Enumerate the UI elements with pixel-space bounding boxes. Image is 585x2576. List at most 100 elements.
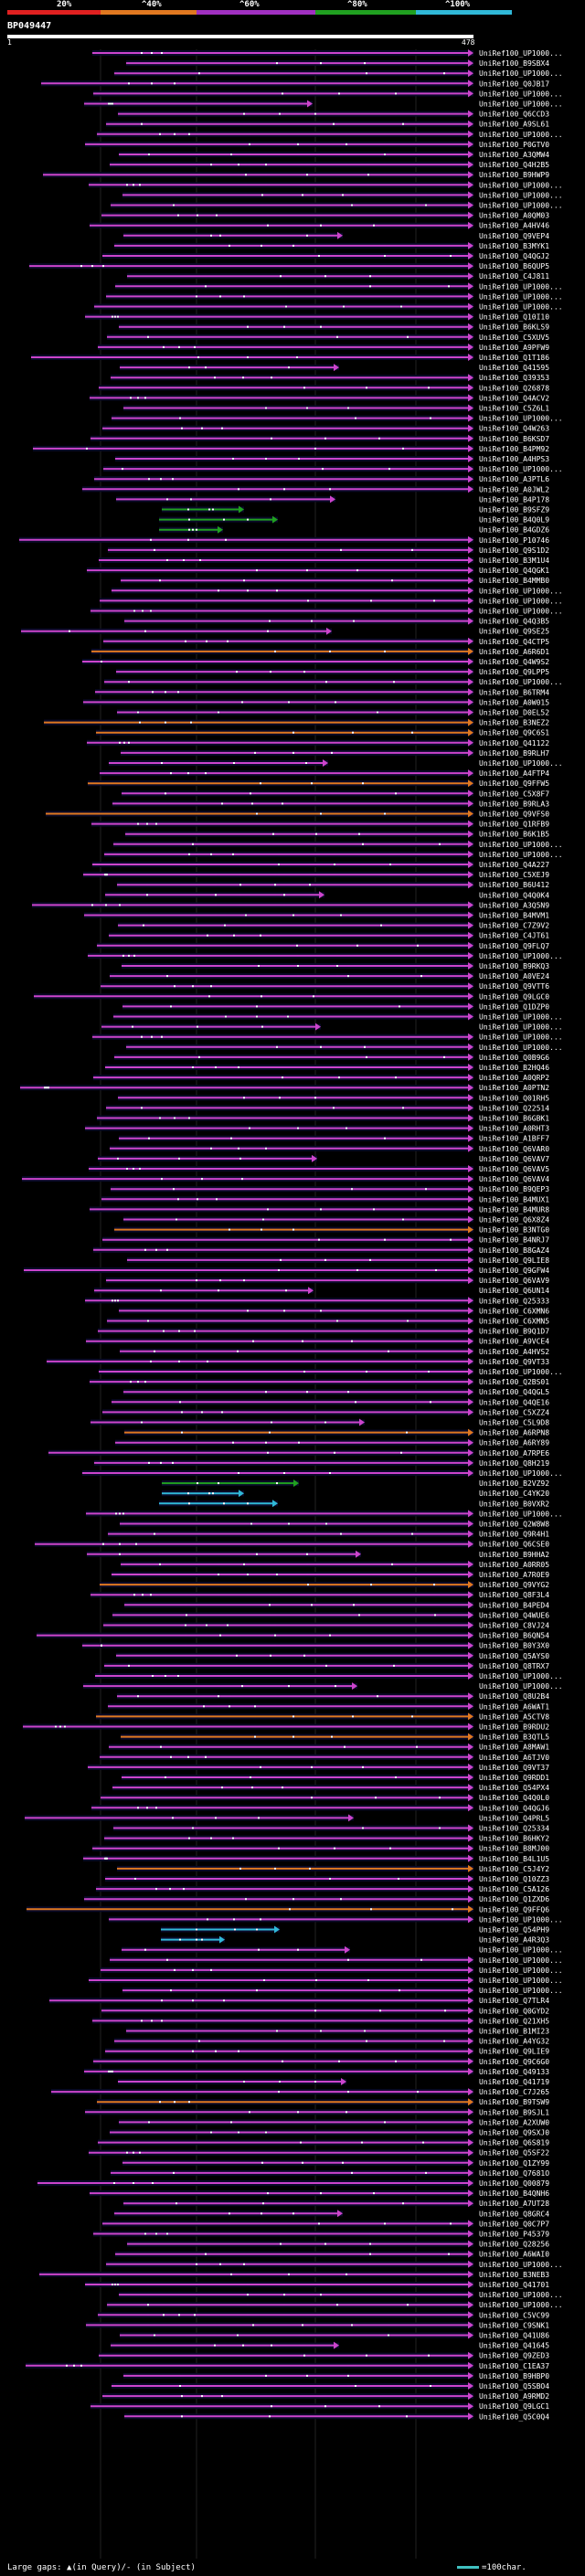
gap-mark xyxy=(342,2161,344,2164)
gap-mark xyxy=(256,1928,258,1931)
gap-mark xyxy=(243,295,245,298)
gap-mark xyxy=(261,995,262,998)
gap-mark xyxy=(223,1999,225,2002)
hit-label: UniRef100_UP1000... xyxy=(479,1023,563,1032)
hit-arrow xyxy=(468,252,473,260)
legend-segment xyxy=(416,10,512,15)
hit-arrow xyxy=(468,1246,473,1254)
hit-label: UniRef100_C5A126 xyxy=(479,1885,549,1893)
gap-mark xyxy=(450,1238,452,1241)
gap-mark xyxy=(338,92,340,95)
gap-mark xyxy=(144,2232,146,2235)
hit-arrow xyxy=(468,414,473,422)
hit-arrow xyxy=(239,505,244,514)
gap-mark xyxy=(230,154,232,155)
gap-mark xyxy=(176,2202,177,2205)
hit-arrow xyxy=(468,2371,473,2380)
hit-arrow xyxy=(468,1834,473,1842)
hit-label: UniRef100_UP1000... xyxy=(479,1510,563,1518)
gap-mark xyxy=(367,174,369,176)
gap-mark xyxy=(452,1908,453,1911)
gap-mark xyxy=(163,1330,165,1332)
hit-arrow xyxy=(468,1104,473,1112)
gap-mark xyxy=(384,2121,386,2124)
hit-label: UniRef100_Q6VAV5 xyxy=(479,1165,549,1173)
gap-mark xyxy=(443,2040,445,2042)
gap-mark xyxy=(225,538,227,541)
gap-mark xyxy=(306,407,308,409)
gap-mark xyxy=(297,1127,299,1129)
gap-mark xyxy=(218,1574,219,1575)
gap-mark xyxy=(407,1320,409,1322)
gap-mark xyxy=(221,802,223,805)
hit-arrow xyxy=(468,769,473,778)
hit-label: UniRef100_Q25334 xyxy=(479,1825,549,1833)
hit-label: UniRef100_UP1000... xyxy=(479,1368,563,1376)
hit-label: UniRef100_Q8F3L4 xyxy=(479,1591,549,1599)
gap-mark xyxy=(216,214,218,217)
hit-label: UniRef100_Q9ZED3 xyxy=(479,2352,549,2360)
hit-arrow xyxy=(468,850,473,858)
hit-label: UniRef100_A7RPE6 xyxy=(479,1449,549,1458)
hit-label: UniRef100_Q5SF22 xyxy=(479,2149,549,2157)
gap-mark xyxy=(155,1248,157,1251)
hit-arrow xyxy=(468,2321,473,2329)
hit-arrow xyxy=(468,881,473,889)
gap-mark xyxy=(187,1755,189,1758)
hit-arrow xyxy=(272,1500,278,1508)
hit-arrow xyxy=(468,1844,473,1852)
gap-mark xyxy=(119,1553,121,1555)
gap-mark xyxy=(298,1441,300,1444)
gap-mark xyxy=(174,1968,176,1971)
gap-mark xyxy=(336,1320,338,1322)
gap-mark xyxy=(443,72,445,75)
gap-mark xyxy=(283,1472,285,1474)
hit-label: UniRef100_Q9FFW5 xyxy=(479,779,549,788)
gap-mark xyxy=(247,2294,249,2296)
gap-mark xyxy=(238,2050,239,2052)
gap-mark xyxy=(232,1441,234,1444)
gap-mark xyxy=(262,1218,264,1221)
hit-label: UniRef100_A5CTV8 xyxy=(479,1712,549,1721)
hit-label: UniRef100_Q9FLQ7 xyxy=(479,942,549,950)
hit-label: UniRef100_Q9VEP4 xyxy=(479,232,549,240)
gap-mark xyxy=(302,2161,303,2164)
gap-mark xyxy=(210,1147,212,1150)
hit-arrow xyxy=(468,1581,473,1589)
gap-mark xyxy=(170,1755,172,1758)
gap-mark xyxy=(336,965,338,967)
gap-mark xyxy=(141,1035,143,1038)
gap-mark xyxy=(208,508,210,511)
gap-mark xyxy=(271,2405,272,2408)
gap-mark xyxy=(154,1532,155,1535)
hit-arrow xyxy=(468,607,473,615)
hit-label: UniRef100_C1EA37 xyxy=(479,2362,549,2370)
gap-mark xyxy=(334,1451,335,1454)
gap-mark xyxy=(210,2131,212,2134)
gap-mark xyxy=(292,1735,294,1738)
hit-label: UniRef100_Q8GRC4 xyxy=(479,2210,549,2218)
hit-label: UniRef100_A4HV46 xyxy=(479,222,549,230)
gap-mark xyxy=(279,1097,281,1099)
gap-mark xyxy=(133,1168,134,1170)
hit-arrow xyxy=(468,1327,473,1335)
hit-arrow xyxy=(334,2341,339,2349)
gap-mark xyxy=(155,1807,157,1809)
gap-mark xyxy=(128,1664,130,1667)
gap-mark xyxy=(155,2232,157,2235)
gap-mark xyxy=(265,2131,267,2134)
gap-mark xyxy=(230,1137,232,1140)
hit-arrow xyxy=(468,1458,473,1467)
hit-label: UniRef100_Q4QGJ2 xyxy=(479,252,549,260)
hit-arrow xyxy=(468,282,473,291)
gap-mark xyxy=(269,1604,271,1606)
hit-arrow xyxy=(468,1875,473,1882)
gap-mark xyxy=(296,944,298,947)
gap-mark xyxy=(150,1594,152,1596)
hit-label: UniRef100_B4MUR8 xyxy=(479,1205,549,1214)
gap-mark xyxy=(216,1198,218,1201)
gap-mark xyxy=(313,995,314,998)
gap-mark xyxy=(238,164,239,166)
hit-label: UniRef100_UP1000... xyxy=(479,191,563,199)
